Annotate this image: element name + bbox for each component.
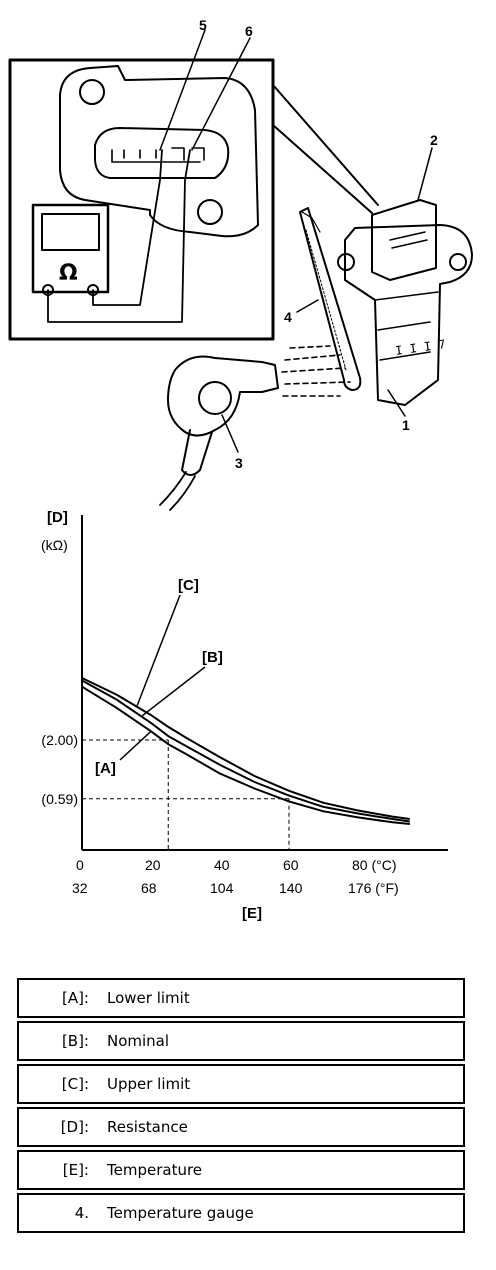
reference-lines xyxy=(82,739,290,850)
connector-plug xyxy=(94,127,230,179)
legend-value: Resistance xyxy=(103,1107,465,1147)
connector-housing xyxy=(59,65,259,238)
x-tick-fahrenheit: 68 xyxy=(141,880,157,896)
legend-value: Nominal xyxy=(103,1021,465,1061)
inset-frame xyxy=(8,58,275,341)
legend-value: Temperature xyxy=(103,1150,465,1190)
callout-5: 5 xyxy=(199,17,207,33)
airflow-sensor-body xyxy=(344,224,473,406)
gauge-tip xyxy=(301,211,321,233)
legend-value: Upper limit xyxy=(103,1064,465,1104)
callout-leader-5 xyxy=(159,29,206,151)
legend-row: 4. Temperature gauge xyxy=(17,1193,465,1233)
hair-dryer xyxy=(167,355,279,437)
callout-1: 1 xyxy=(402,417,410,433)
legend-row: [D]: Resistance xyxy=(17,1107,465,1147)
legend-row: [A]: Lower limit xyxy=(17,978,465,1018)
legend-key: 4. xyxy=(17,1193,103,1233)
callout-leader-1 xyxy=(387,389,406,417)
callout-6: 6 xyxy=(245,23,253,39)
series-labels: [C] [B] [A] xyxy=(95,577,223,777)
curve-lower-limit xyxy=(81,685,410,825)
dryer-handle xyxy=(181,429,213,476)
x-tick-fahrenheit: 176 (°F) xyxy=(348,880,399,896)
sensor-illustration: Ω I I I 7 xyxy=(8,29,473,511)
ohm-symbol: Ω xyxy=(59,261,78,286)
legend-row: [C]: Upper limit xyxy=(17,1064,465,1104)
legend-key: [C]: xyxy=(17,1064,103,1104)
connector-pins xyxy=(111,147,205,163)
housing-mount-hole-bottom xyxy=(197,199,223,225)
sensor-mount-hole-right xyxy=(449,253,467,271)
housing-mount-hole-top xyxy=(79,79,105,105)
sensor-body-face xyxy=(374,291,439,361)
y-marks: (2.00) (0.59) xyxy=(41,732,78,807)
x-axis-code: [E] xyxy=(242,905,262,922)
dryer-fan-hub xyxy=(198,381,232,415)
sensor-mount-hole-left xyxy=(337,253,355,271)
sensor-connector xyxy=(371,199,437,281)
legend-key: [E]: xyxy=(17,1150,103,1190)
series-label-upper-limit: [C] xyxy=(178,577,199,594)
series-leader-upper-limit xyxy=(136,594,181,706)
legend-row: [B]: Nominal xyxy=(17,1021,465,1061)
x-tick-fahrenheit: 32 xyxy=(72,880,88,896)
callout-leader-3 xyxy=(221,414,239,453)
legend-key: [A]: xyxy=(17,978,103,1018)
callout-2: 2 xyxy=(430,132,438,148)
airflow-lines xyxy=(281,345,351,397)
legend-key: [D]: xyxy=(17,1107,103,1147)
y-axis-unit: (kΩ) xyxy=(41,537,68,553)
x-ticks: 0 32 20 68 40 104 60 140 80 (°C) 176 (°F) xyxy=(72,857,399,896)
legend-row: [E]: Temperature xyxy=(17,1150,465,1190)
x-tick-celsius: 40 xyxy=(214,857,230,873)
x-tick-celsius: 80 (°C) xyxy=(352,857,397,873)
curve-upper-limit xyxy=(81,677,410,820)
x-tick-fahrenheit: 104 xyxy=(210,880,234,896)
x-tick-celsius: 0 xyxy=(76,857,84,873)
gauge-scale xyxy=(305,229,347,371)
series-label-lower-limit: [A] xyxy=(95,760,116,777)
x-tick-celsius: 60 xyxy=(283,857,299,873)
series-label-nominal: [B] xyxy=(202,649,223,666)
y-mark-label: (2.00) xyxy=(41,732,78,748)
legend-value: Lower limit xyxy=(103,978,465,1018)
resistance-temperature-chart: [D] (kΩ) (2.00) (0.59) 0 32 20 68 40 104 60 140 8… xyxy=(41,509,448,922)
probe-wire-6 xyxy=(47,149,191,323)
legend-value: Temperature gauge xyxy=(103,1193,465,1233)
callout-leader-6 xyxy=(191,37,251,151)
ohmmeter-display xyxy=(41,213,100,251)
legend-key: [B]: xyxy=(17,1021,103,1061)
callout-3: 3 xyxy=(235,455,243,471)
sensor-marking: I I I 7 xyxy=(394,337,446,358)
series-leader-lower-limit xyxy=(119,730,152,761)
curve-group xyxy=(81,677,410,825)
probe-wire-5 xyxy=(92,149,163,306)
curve-nominal xyxy=(81,679,410,823)
callout-leader-4 xyxy=(296,299,319,313)
dryer-cord xyxy=(159,471,196,511)
y-mark-label: (0.59) xyxy=(41,791,78,807)
callout-leader-2 xyxy=(417,147,433,201)
y-axis-code: [D] xyxy=(47,509,68,526)
x-tick-fahrenheit: 140 xyxy=(279,880,303,896)
ohmmeter xyxy=(31,203,110,294)
temperature-gauge xyxy=(299,207,362,391)
callout-4: 4 xyxy=(284,309,292,325)
x-tick-celsius: 20 xyxy=(145,857,161,873)
legend-table: [A]: Lower limit [B]: Nominal [C]: Upper limi… xyxy=(17,975,465,1236)
sensor-connector-pins xyxy=(389,231,428,249)
series-leader-nominal xyxy=(141,666,206,717)
inset-leader-lines xyxy=(272,84,379,214)
